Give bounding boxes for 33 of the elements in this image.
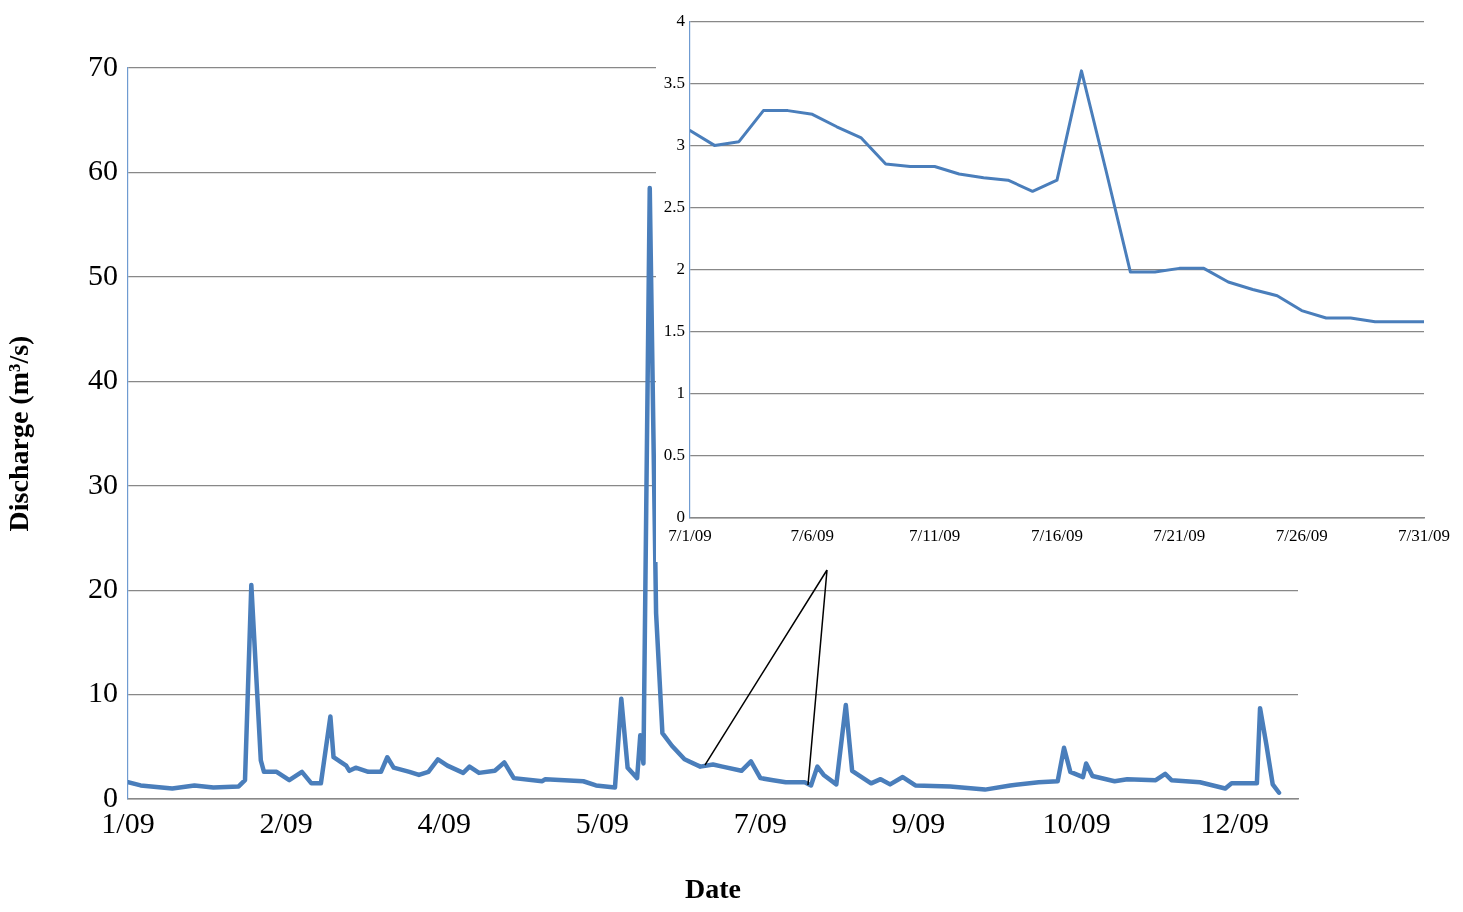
x-axis-title: Date xyxy=(685,873,741,905)
y-tick-label: 2 xyxy=(676,259,685,279)
x-tick-label: 7/1/09 xyxy=(668,525,712,545)
y-tick-label: 60 xyxy=(88,153,118,187)
x-tick-label: 5/09 xyxy=(575,805,629,839)
x-tick-label: 10/09 xyxy=(1042,805,1111,839)
y-tick-label: 0 xyxy=(103,779,118,813)
x-tick-label: 2/09 xyxy=(259,805,313,839)
y-tick-label: 70 xyxy=(88,48,118,82)
y-tick-label: 10 xyxy=(88,675,118,709)
y-axis-title: Discharge (m³/s) xyxy=(3,335,35,532)
y-tick-label: 0 xyxy=(676,507,685,527)
y-tick-label: 0.5 xyxy=(663,445,685,465)
y-tick-label: 2.5 xyxy=(663,196,685,216)
y-tick-label: 3.5 xyxy=(663,72,685,92)
x-tick-label: 4/09 xyxy=(417,805,471,839)
x-tick-label: 12/09 xyxy=(1200,805,1269,839)
x-tick-label: 9/09 xyxy=(891,805,946,839)
x-tick-label: 7/6/09 xyxy=(790,525,835,545)
x-tick-label: 7/11/09 xyxy=(909,525,961,545)
y-tick-label: 4 xyxy=(676,10,686,30)
y-tick-label: 20 xyxy=(88,571,118,605)
y-tick-label: 50 xyxy=(88,257,118,291)
y-tick-label: 40 xyxy=(88,362,118,396)
x-tick-label: 7/21/09 xyxy=(1153,525,1206,545)
x-tick-label: 7/31/09 xyxy=(1398,525,1450,545)
y-tick-label: 3 xyxy=(676,134,685,154)
x-tick-label: 7/16/09 xyxy=(1031,525,1083,545)
y-tick-label: 1.5 xyxy=(663,321,685,341)
x-tick-label: 7/26/09 xyxy=(1275,525,1328,545)
y-tick-label: 1 xyxy=(676,383,685,403)
y-tick-label: 30 xyxy=(88,466,118,500)
x-tick-label: 7/09 xyxy=(733,805,788,839)
